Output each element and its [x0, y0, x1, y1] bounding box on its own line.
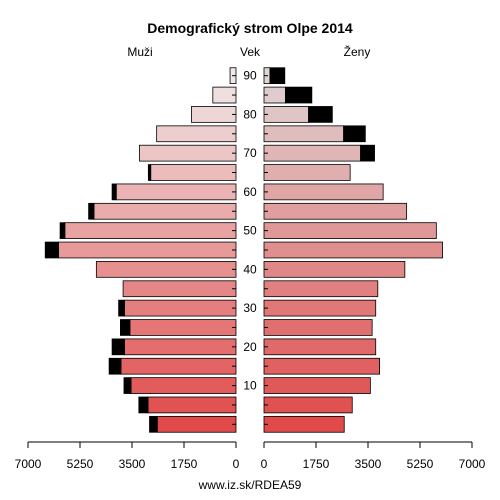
male-bar-70-74	[139, 144, 237, 162]
male-bar-40-44	[95, 261, 237, 278]
female-bar-45-49	[263, 241, 443, 259]
male-bar-15-19	[120, 357, 237, 375]
male-bars	[44, 67, 237, 433]
male-x-tick-label: 0	[233, 457, 240, 471]
female-bar-55-59	[263, 202, 408, 220]
male-excess-10-14	[123, 377, 132, 394]
male-excess-5-9	[138, 396, 149, 414]
male-bar-20-24	[124, 338, 237, 356]
female-bar-40-44	[263, 261, 406, 278]
female-bars	[263, 67, 443, 433]
age-axis: 10 20 30 40 50 60 70 80 90	[232, 69, 268, 425]
age-tick-label: 80	[243, 107, 257, 121]
male-bar-0-4	[156, 415, 237, 433]
male-bar-65-69	[150, 164, 237, 181]
male-x-tick-label: 7000	[15, 457, 42, 471]
female-bar-35-39	[263, 280, 379, 298]
male-excess-45-49	[44, 241, 60, 259]
male-bar-80-84	[191, 106, 237, 123]
female-excess-90+	[269, 67, 286, 85]
male-bar-25-29	[129, 319, 237, 336]
age-tick-label: 50	[243, 224, 257, 238]
male-bar-35-39	[122, 280, 237, 298]
female-bar-65-69	[263, 164, 351, 181]
female-x-tick-label: 3500	[355, 457, 382, 471]
female-bar-60-64	[263, 183, 384, 201]
male-bar-45-49	[58, 241, 237, 259]
female-x-tick-label: 7000	[459, 457, 486, 471]
male-bar-55-59	[93, 202, 237, 220]
male-excess-30-34	[118, 299, 125, 317]
female-bar-80-84	[263, 106, 309, 123]
male-x-tick-label: 1750	[171, 457, 198, 471]
age-tick-label: 20	[243, 340, 257, 354]
male-x-tick-label: 3500	[119, 457, 146, 471]
male-bar-75-79	[156, 125, 237, 143]
female-x-tick-label: 1750	[303, 457, 330, 471]
age-label: Vek	[240, 45, 261, 59]
male-bar-60-64	[115, 183, 237, 201]
female-excess-75-79	[343, 125, 366, 143]
age-tick-label: 90	[243, 69, 257, 83]
male-excess-55-59	[88, 202, 95, 220]
x-axes: 0 0 1750 1750 3500 3500 5250 5250 7000 7000	[15, 441, 486, 471]
male-excess-20-24	[111, 338, 125, 356]
female-bar-5-9	[263, 396, 353, 414]
male-excess-65-69	[147, 164, 152, 181]
female-bar-25-29	[263, 319, 373, 336]
female-bar-20-24	[263, 338, 377, 356]
footer-source: www.iz.sk/RDEA59	[198, 478, 302, 492]
female-bar-30-34	[263, 299, 377, 317]
male-bar-30-34	[124, 299, 237, 317]
male-bar-50-54	[64, 222, 237, 239]
female-bar-70-74	[263, 144, 361, 162]
male-excess-15-19	[108, 357, 122, 375]
male-label: Muži	[127, 45, 152, 59]
age-tick-label: 10	[243, 379, 257, 393]
chart-title: Demografický strom Olpe 2014	[147, 20, 353, 36]
male-excess-25-29	[120, 319, 131, 336]
female-label: Ženy	[344, 44, 371, 59]
female-bar-10-14	[263, 377, 371, 394]
female-bar-50-54	[263, 222, 437, 239]
age-tick-label: 40	[243, 262, 257, 276]
male-bar-5-9	[147, 396, 237, 414]
male-excess-60-64	[111, 183, 117, 201]
age-tick-label: 70	[243, 146, 257, 160]
female-excess-85-89	[284, 86, 313, 104]
female-excess-70-74	[360, 144, 375, 162]
male-excess-0-4	[149, 415, 158, 433]
female-excess-80-84	[308, 106, 333, 123]
male-excess-50-54	[59, 222, 66, 239]
female-bar-15-19	[263, 357, 380, 375]
age-tick-label: 30	[243, 301, 257, 315]
female-x-tick-label: 0	[261, 457, 268, 471]
age-tick-label: 60	[243, 185, 257, 199]
male-x-tick-label: 5250	[67, 457, 94, 471]
female-x-tick-label: 5250	[407, 457, 434, 471]
male-bar-10-14	[130, 377, 237, 394]
female-bar-75-79	[263, 125, 345, 143]
female-bar-0-4	[263, 415, 345, 433]
